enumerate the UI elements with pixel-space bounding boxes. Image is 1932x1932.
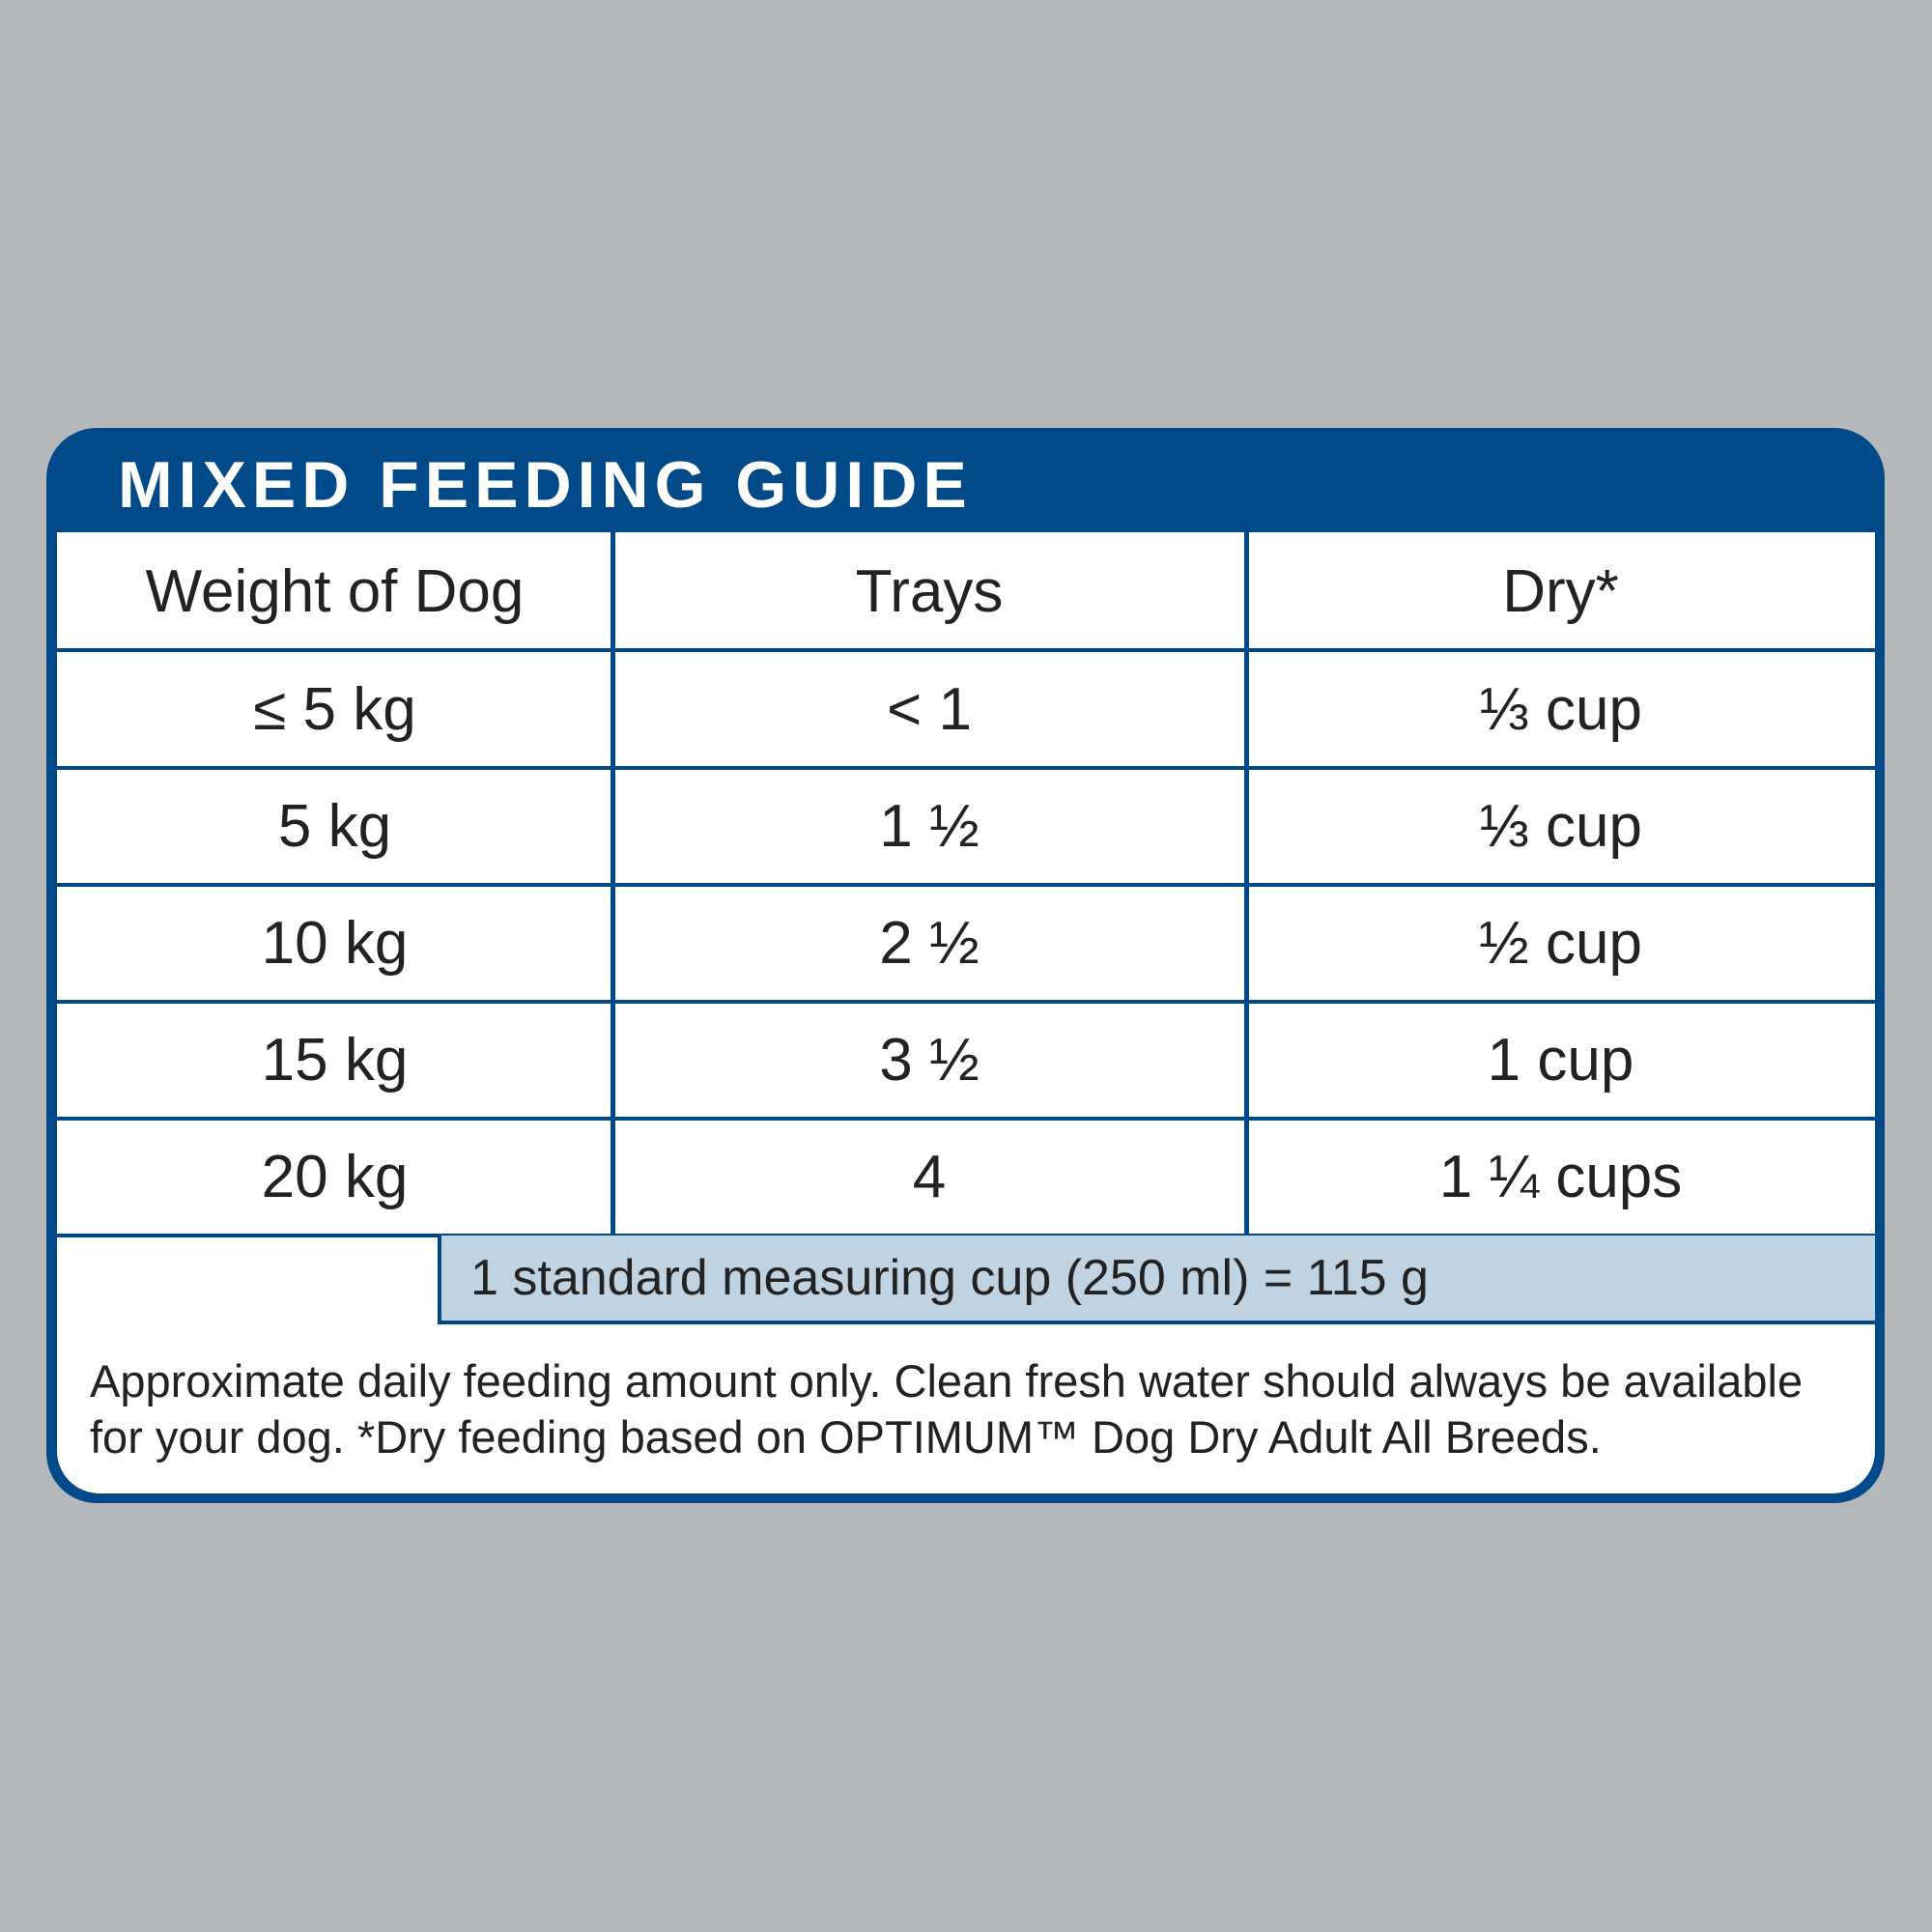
note: 1 standard measuring cup (250 ml) = 115 …: [438, 1236, 1875, 1324]
table-cell: ⅓ cup: [1479, 793, 1642, 860]
table-cell: ≤ 5 kg: [253, 675, 416, 743]
table-cell: ⅓ cup: [1479, 675, 1642, 743]
column-header: Weight of Dog: [145, 557, 525, 625]
row-divider: [57, 1000, 1875, 1004]
row-divider: [57, 883, 1875, 887]
table-cell: 20 kg: [261, 1144, 409, 1210]
table-cell: ½ cup: [1479, 910, 1642, 977]
row-divider: [57, 648, 1875, 652]
table-cell: 1 ½: [879, 793, 980, 860]
table-cell: 10 kg: [261, 910, 409, 977]
table-cell: 1 ¼ cups: [1438, 1144, 1683, 1210]
footnote-line: Approximate daily feeding amount only. C…: [90, 1355, 1804, 1406]
table-cell: < 1: [887, 675, 972, 743]
table-cell: 1 cup: [1487, 1027, 1634, 1094]
footnote-line: for your dog. *Dry feeding based on OPTI…: [90, 1411, 1602, 1463]
column-divider: [1244, 532, 1249, 1236]
column-header: Trays: [855, 557, 1004, 625]
title: MIXED FEEDING GUIDE: [118, 448, 973, 522]
table-cell: 15 kg: [261, 1027, 409, 1094]
column-divider: [611, 532, 615, 1236]
card-body: [57, 532, 1875, 1493]
row-divider: [57, 766, 1875, 770]
column-header: Dry*: [1502, 557, 1619, 625]
table-cell: 3 ½: [879, 1027, 980, 1094]
table-cell: 5 kg: [277, 793, 392, 860]
row-divider: [57, 1117, 1875, 1121]
table-cell: 2 ½: [879, 910, 980, 977]
table-cell: 4: [912, 1144, 947, 1210]
